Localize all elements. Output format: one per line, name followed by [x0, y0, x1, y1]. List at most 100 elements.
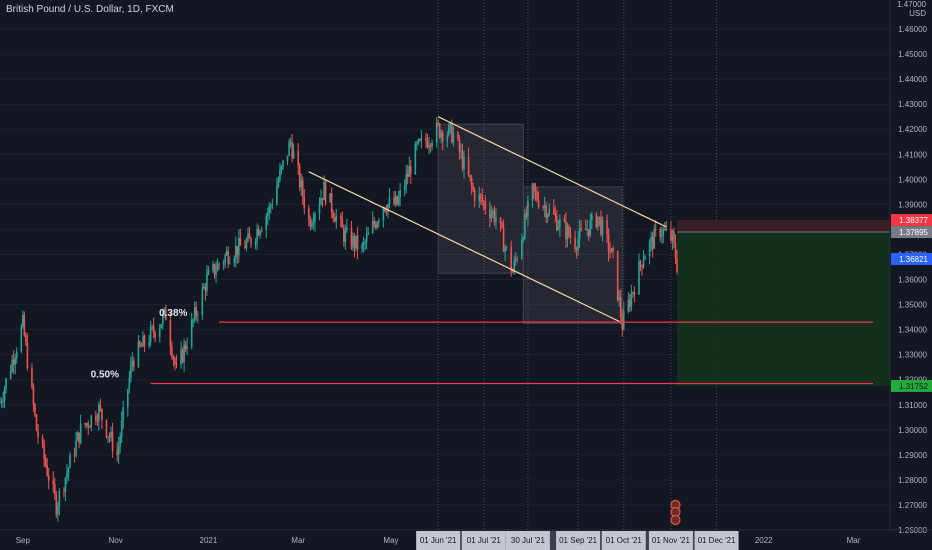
bear-candle[interactable] [674, 242, 677, 259]
bull-candle[interactable] [277, 180, 280, 187]
bear-candle[interactable] [139, 341, 141, 346]
bull-candle[interactable] [203, 286, 205, 289]
bear-candle[interactable] [165, 308, 167, 321]
bear-candle[interactable] [46, 465, 48, 476]
bull-candle[interactable] [610, 248, 613, 253]
bear-candle[interactable] [481, 196, 484, 202]
bear-candle[interactable] [385, 210, 388, 213]
bull-candle[interactable] [559, 219, 561, 228]
bear-candle[interactable] [542, 207, 544, 208]
bull-candle[interactable] [446, 135, 449, 141]
bear-candle[interactable] [563, 219, 566, 222]
bear-candle[interactable] [140, 345, 143, 347]
bull-candle[interactable] [597, 216, 599, 228]
bear-candle[interactable] [565, 221, 567, 240]
bull-candle[interactable] [265, 216, 268, 230]
bull-candle[interactable] [130, 364, 132, 378]
bull-candle[interactable] [329, 193, 331, 203]
event-markers[interactable] [670, 499, 681, 526]
bull-candle[interactable] [128, 377, 131, 390]
bear-candle[interactable] [600, 217, 602, 235]
bull-candle[interactable] [364, 241, 366, 243]
bear-candle[interactable] [175, 364, 178, 365]
bull-candle[interactable] [260, 229, 263, 232]
bear-candle[interactable] [396, 196, 398, 205]
bull-candle[interactable] [224, 255, 226, 263]
bull-candle[interactable] [320, 197, 322, 205]
bull-candle[interactable] [642, 259, 645, 268]
bear-candle[interactable] [227, 251, 230, 264]
bull-candle[interactable] [75, 440, 77, 456]
time-axis[interactable]: Sep Nov 2021 Mar May 01 Jun '21 01 Jul '21 30 J… [0, 529, 932, 550]
bear-candle[interactable] [429, 145, 432, 147]
bull-candle[interactable] [122, 406, 125, 421]
bull-candle[interactable] [186, 346, 188, 349]
bear-candle[interactable] [0, 402, 1, 404]
bull-candle[interactable] [85, 423, 88, 425]
bull-candle[interactable] [14, 358, 17, 365]
bear-candle[interactable] [26, 342, 29, 369]
bear-candle[interactable] [451, 123, 453, 143]
bull-candle[interactable] [665, 228, 668, 230]
bull-candle[interactable] [254, 240, 257, 245]
bear-candle[interactable] [23, 314, 26, 336]
bear-candle[interactable] [639, 261, 642, 266]
bear-candle[interactable] [406, 173, 409, 177]
bear-candle[interactable] [554, 214, 557, 217]
bull-candle[interactable] [256, 228, 258, 241]
bear-candle[interactable] [172, 356, 175, 359]
bear-candle[interactable] [41, 437, 44, 444]
bull-candle[interactable] [394, 196, 397, 205]
bear-candle[interactable] [651, 236, 654, 249]
bear-candle[interactable] [409, 166, 412, 175]
bear-candle[interactable] [472, 185, 474, 191]
bear-candle[interactable] [332, 212, 334, 218]
bear-candle[interactable] [297, 151, 299, 166]
channel-line[interactable] [437, 116, 667, 228]
bull-candle[interactable] [9, 371, 12, 379]
bull-candle[interactable] [107, 436, 109, 438]
bull-candle[interactable] [64, 477, 67, 492]
bear-candle[interactable] [308, 208, 310, 221]
bull-candle[interactable] [335, 215, 338, 222]
bear-candle[interactable] [659, 229, 662, 237]
bear-candle[interactable] [606, 220, 608, 235]
bear-candle[interactable] [301, 180, 304, 197]
bear-candle[interactable] [493, 211, 496, 222]
bull-candle[interactable] [245, 241, 248, 249]
bear-candle[interactable] [213, 264, 216, 276]
bull-candle[interactable] [524, 213, 526, 239]
bear-candle[interactable] [37, 430, 39, 438]
bear-candle[interactable] [108, 436, 111, 438]
bull-candle[interactable] [660, 235, 663, 237]
bull-candle[interactable] [225, 251, 228, 256]
bear-candle[interactable] [116, 451, 118, 455]
bull-candle[interactable] [90, 415, 93, 428]
bull-candle[interactable] [543, 205, 546, 208]
bull-candle[interactable] [632, 292, 634, 294]
bull-candle[interactable] [238, 237, 240, 256]
bear-candle[interactable] [244, 245, 246, 249]
bull-candle[interactable] [215, 271, 217, 276]
bear-candle[interactable] [343, 227, 345, 242]
bull-candle[interactable] [15, 351, 18, 359]
channel-line[interactable] [308, 171, 621, 323]
bull-candle[interactable] [417, 139, 420, 144]
bull-candle[interactable] [521, 239, 523, 259]
bull-candle[interactable] [344, 230, 347, 242]
bear-candle[interactable] [96, 420, 99, 422]
bear-candle[interactable] [393, 197, 395, 205]
bear-candle[interactable] [257, 228, 260, 236]
bear-candle[interactable] [438, 123, 441, 138]
bear-candle[interactable] [133, 360, 135, 367]
bear-candle[interactable] [373, 221, 376, 225]
bull-candle[interactable] [22, 314, 24, 327]
bull-candle[interactable] [644, 256, 646, 260]
bull-candle[interactable] [222, 262, 225, 265]
bull-candle[interactable] [11, 359, 13, 372]
bull-candle[interactable] [478, 194, 481, 201]
bull-candle[interactable] [180, 349, 182, 365]
bull-candle[interactable] [271, 204, 274, 206]
bull-candle[interactable] [289, 141, 292, 143]
bear-candle[interactable] [101, 409, 103, 421]
